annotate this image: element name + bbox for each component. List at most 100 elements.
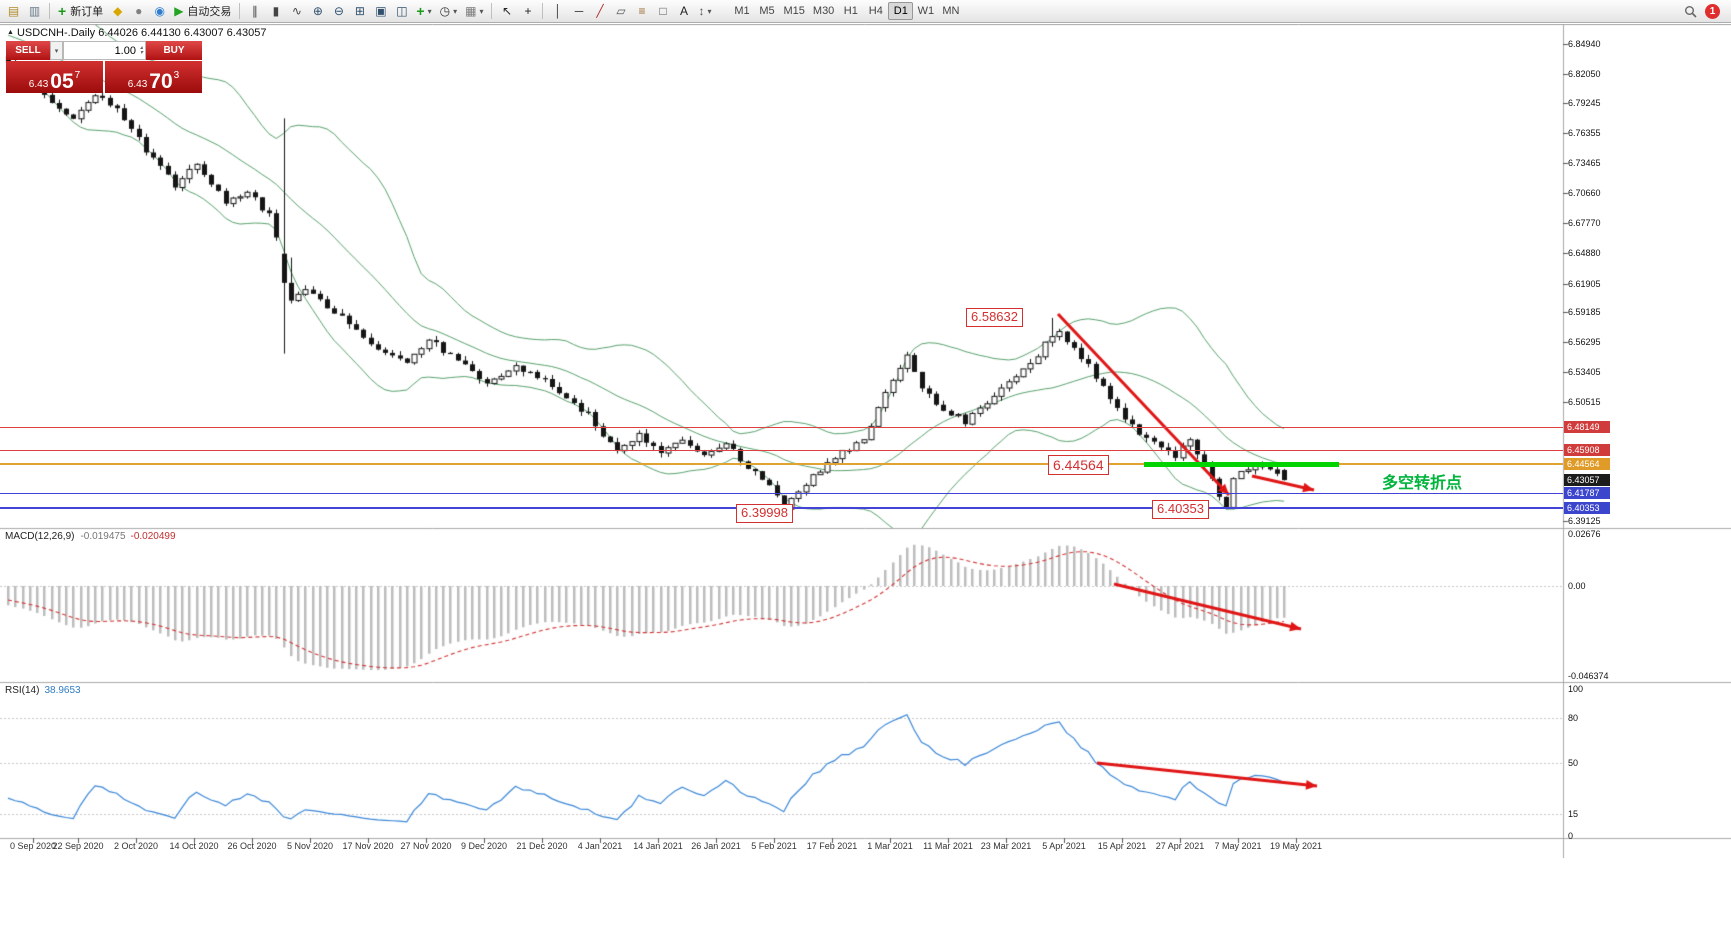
notification-badge[interactable]: 1 — [1705, 3, 1720, 19]
trendline-button[interactable]: ╱ — [589, 2, 610, 21]
shapes-button[interactable]: □ — [652, 2, 673, 21]
ask-price[interactable]: 6.43 70 3 — [105, 61, 202, 93]
hline-icon: ─ — [574, 4, 584, 18]
time-axis-label: 22 Sep 2020 — [52, 841, 104, 851]
macd-label: MACD(12,26,9) — [5, 531, 75, 542]
rsi-axis-label: 15 — [1568, 808, 1579, 819]
volume-stepper[interactable]: ▴ ▾ — [139, 44, 143, 56]
time-axis-label: 26 Oct 2020 — [227, 841, 277, 851]
autotrading-button-label: 自动交易 — [187, 6, 232, 18]
fibonacci-button[interactable]: ≡ — [631, 2, 652, 21]
timeframe-m1-button[interactable]: M1 — [734, 5, 750, 17]
rsi-header: RSI(14) 38.9653 — [5, 685, 81, 696]
timeframe-h1-button[interactable]: H1 — [843, 5, 858, 17]
price-axis-tag: 6.41787 — [1564, 487, 1610, 500]
periods-button[interactable]: ◷ ▾ — [436, 2, 462, 21]
annotation-price-label[interactable]: 6.44564 — [1048, 455, 1109, 476]
volume-input[interactable]: 1.00 ▴ ▾ — [63, 41, 146, 60]
price-axis-tick: 6.67770 — [1568, 217, 1601, 228]
trade-dropdown-caret[interactable]: ▾ — [50, 41, 63, 60]
channel-icon: ▱ — [616, 4, 626, 18]
macd-value-signal: -0.020499 — [130, 531, 176, 542]
price-axis-tick: 6.61905 — [1568, 278, 1601, 289]
arrows-button[interactable]: ↕ ▾ — [694, 2, 715, 21]
search-icon[interactable] — [1680, 2, 1701, 21]
horizontal-line-object[interactable] — [0, 426, 1563, 428]
cursor-button[interactable]: ↖ — [496, 2, 517, 21]
timeframe-mn-button[interactable]: MN — [942, 5, 960, 17]
timeframe-m30-button[interactable]: M30 — [812, 5, 835, 17]
candles-icon: ▮ — [272, 4, 280, 18]
spin-up-icon[interactable]: ▴ — [139, 44, 143, 51]
autotrading-button[interactable]: ▶ 自动交易 — [170, 2, 235, 21]
arrange-windows-button[interactable]: ◫ — [391, 2, 412, 21]
annotation-price-label[interactable]: 6.39998 — [736, 504, 793, 523]
zoom-out-button[interactable]: ⊖ — [328, 2, 349, 21]
price-axis-tag: 6.44564 — [1564, 458, 1610, 471]
new-chart-icon: ▤ — [7, 4, 20, 18]
buy-button[interactable]: BUY — [146, 41, 202, 60]
time-axis-label: 27 Apr 2021 — [1155, 841, 1205, 851]
annotation-price-label[interactable]: 6.58632 — [966, 308, 1023, 327]
timeframe-h4-button[interactable]: H4 — [868, 5, 883, 17]
toolbar-separator — [491, 3, 493, 19]
chevron-down-icon[interactable]: ▾ — [479, 6, 484, 16]
price-axis-tick: 6.56295 — [1568, 337, 1601, 348]
new-order-icon: + — [58, 3, 67, 19]
market-button[interactable]: ◉ — [149, 2, 170, 21]
time-axis-label: 4 Jan 2021 — [577, 841, 623, 851]
timeframe-m5-button[interactable]: M5 — [759, 5, 775, 17]
timeframe-w1-button[interactable]: W1 — [917, 5, 935, 17]
new-chart-button[interactable]: ▤ — [3, 2, 24, 21]
time-axis-label: 5 Feb 2021 — [751, 841, 797, 851]
sell-button[interactable]: SELL — [6, 41, 50, 60]
navigator-button[interactable]: ● — [128, 2, 149, 21]
chart-candles-button[interactable]: ▮ — [265, 2, 286, 21]
ask-big: 70 — [149, 70, 173, 93]
bid-price[interactable]: 6.43 05 7 — [6, 61, 103, 93]
annotation-note[interactable]: 多空转折点 — [1382, 475, 1463, 492]
timeframe-d1-button[interactable]: D1 — [888, 2, 914, 20]
spin-down-icon[interactable]: ▾ — [139, 49, 143, 56]
cascade-windows-button[interactable]: ▣ — [370, 2, 391, 21]
chevron-down-icon[interactable]: ▾ — [453, 6, 458, 16]
horizontal-line-object[interactable] — [0, 449, 1563, 451]
support-zone-bar[interactable] — [1144, 461, 1339, 467]
time-axis-label: 27 Nov 2020 — [400, 841, 452, 851]
templates-button[interactable]: ▦ ▾ — [461, 2, 487, 21]
chart-canvas[interactable] — [0, 24, 1731, 858]
profiles-button[interactable]: ▥ — [24, 2, 45, 21]
vertical-line-button[interactable]: │ — [547, 2, 568, 21]
fibonacci-icon: ≡ — [638, 4, 646, 18]
cursor-icon: ↖ — [501, 4, 513, 18]
zoom-in-button[interactable]: ⊕ — [307, 2, 328, 21]
annotation-price-label[interactable]: 6.40353 — [1152, 500, 1209, 519]
horizontal-line-button[interactable]: ─ — [568, 2, 589, 21]
shapes-icon: □ — [659, 4, 667, 18]
indicators-button[interactable]: + ▾ — [412, 2, 435, 21]
timeframe-m15-button[interactable]: M15 — [783, 5, 805, 17]
text-button[interactable]: A — [673, 2, 694, 21]
price-axis-tick: 6.64880 — [1568, 247, 1601, 258]
time-axis-label: 14 Jan 2021 — [633, 841, 683, 851]
metaeditor-button[interactable]: ◆ — [107, 2, 128, 21]
price-axis-tag: 6.45908 — [1564, 444, 1610, 457]
chevron-down-icon[interactable]: ▾ — [427, 6, 432, 16]
horizontal-line-object[interactable] — [0, 463, 1563, 466]
chevron-down-icon[interactable]: ▾ — [707, 6, 712, 16]
time-axis-label: 19 May 2021 — [1269, 841, 1323, 851]
ohlc-text: USDCNH-.Daily 6.44026 6.44130 6.43007 6.… — [16, 27, 267, 39]
crosshair-icon: + — [524, 4, 532, 18]
macd-value-main: -0.019475 — [80, 531, 126, 542]
horizontal-line-object[interactable] — [0, 492, 1563, 494]
macd-axis-label: 0.00 — [1568, 581, 1586, 591]
price-axis-tick: 6.73465 — [1568, 158, 1601, 169]
chart-line-button[interactable]: ∿ — [286, 2, 307, 21]
channel-button[interactable]: ▱ — [610, 2, 631, 21]
volume-value: 1.00 — [114, 44, 136, 57]
new-order-button-label: 新订单 — [70, 6, 104, 18]
new-order-button[interactable]: + 新订单 — [54, 2, 107, 21]
tile-windows-button[interactable]: ⊞ — [349, 2, 370, 21]
crosshair-button[interactable]: + — [517, 2, 538, 21]
chart-bars-button[interactable]: ∥ — [244, 2, 265, 21]
